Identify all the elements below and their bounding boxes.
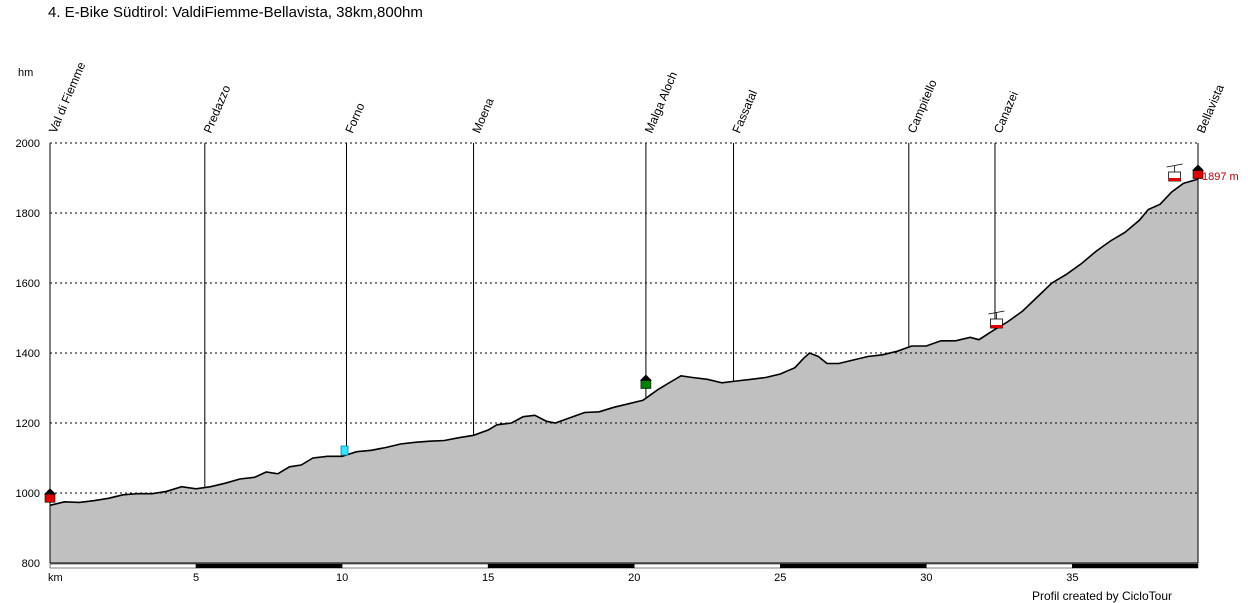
km-bar-segment-4 <box>633 563 781 569</box>
x-tick-label-20: 20 <box>628 572 640 584</box>
marker-drink-1 <box>340 445 349 456</box>
x-tick-label-30: 30 <box>920 572 932 584</box>
km-bar-segment-0 <box>49 563 197 569</box>
y-tick-label-1400: 1400 <box>16 348 40 360</box>
waypoint-label-3: Moena <box>469 96 496 136</box>
marker-cabin-base-4 <box>1168 178 1181 181</box>
km-bar-segment-1 <box>195 563 343 569</box>
x-axis-label: km <box>48 572 63 584</box>
marker-roof-0 <box>44 488 56 495</box>
y-tick-label-1800: 1800 <box>16 208 40 220</box>
x-tick-label-10: 10 <box>336 572 348 584</box>
waypoint-label-8: Bellavista <box>1194 82 1227 135</box>
waypoint-label-1: Predazzo <box>201 83 234 135</box>
marker-cabin-base-3 <box>990 325 1003 328</box>
waypoint-label-6: Campitello <box>905 77 940 135</box>
y-tick-label-1200: 1200 <box>16 418 40 430</box>
x-tick-label-25: 25 <box>774 572 786 584</box>
max-elevation-label: 1897 m <box>1202 171 1239 183</box>
marker-roof-5 <box>1192 164 1204 171</box>
marker-house-2 <box>640 380 652 389</box>
marker-roof-2 <box>639 374 652 381</box>
km-bar-segment-6 <box>926 563 1073 569</box>
waypoint-label-4: Malga Aloch <box>642 70 680 136</box>
y-axis-label: hm <box>18 67 33 79</box>
y-tick-label-1000: 1000 <box>16 488 40 500</box>
km-bar-segment-2 <box>341 563 489 569</box>
y-tick-label-2000: 2000 <box>16 138 40 150</box>
waypoint-label-2: Forno <box>342 101 367 136</box>
profile-area <box>50 179 1198 563</box>
chart-title: 4. E-Bike Südtirol: ValdiFiemme-Bellavis… <box>48 4 423 21</box>
km-bar-segment-5 <box>780 563 927 569</box>
waypoint-label-0: Val di Fiemme <box>46 60 89 136</box>
waypoint-label-5: Fassatal <box>729 88 760 135</box>
profile-line <box>49 178 1199 507</box>
y-tick-label-1600: 1600 <box>16 278 40 290</box>
km-bar-segment-7 <box>1072 563 1199 569</box>
x-tick-label-15: 15 <box>482 572 494 584</box>
marker-cable-3 <box>988 310 1005 315</box>
marker-house-0 <box>44 493 56 503</box>
x-tick-label-35: 35 <box>1066 572 1078 584</box>
plot-area: 800 1000 1200 1400 1600 1800 2000 5 10 15 20 25 30 35… <box>16 60 1239 584</box>
x-tick-label-5: 5 <box>193 572 199 584</box>
km-bar-segment-3 <box>487 563 635 569</box>
marker-cable-4 <box>1166 163 1183 168</box>
footer-credit: Profil created by CicloTour <box>1031 589 1172 603</box>
y-tick-label-800: 800 <box>22 558 40 570</box>
waypoint-label-7: Canazei <box>991 89 1021 135</box>
